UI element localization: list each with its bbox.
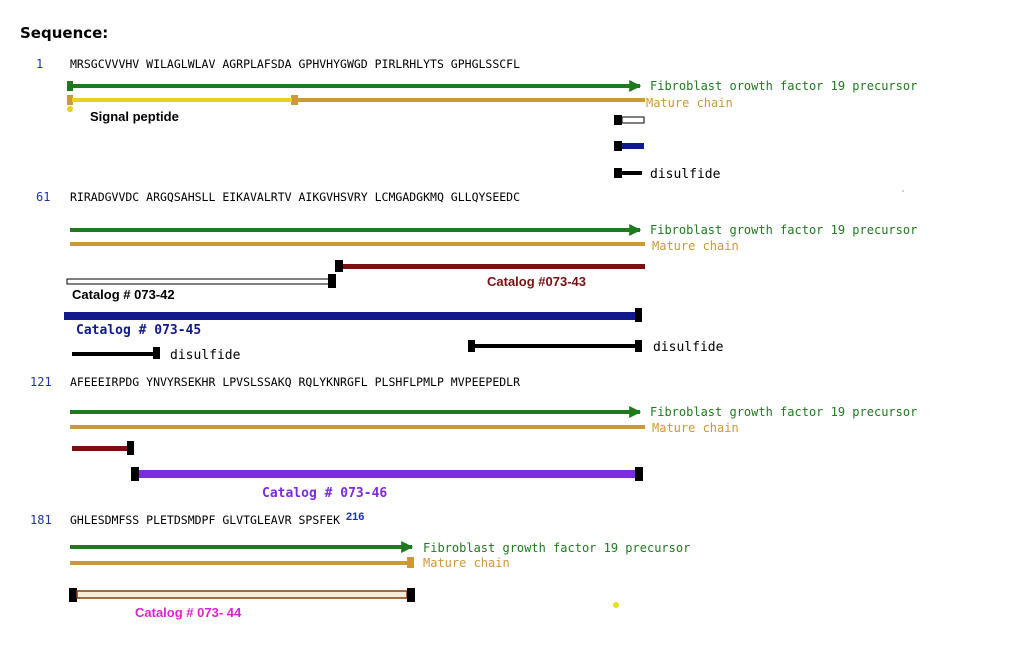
row-4-catalog-44-feature bbox=[69, 588, 415, 602]
row-1-mature-chain-label: Mature chain bbox=[646, 96, 733, 110]
row-2-mature-chain-label: Mature chain bbox=[652, 239, 739, 253]
row-2-catalog-43-feature bbox=[335, 260, 645, 272]
row-2-disulfide-1-feature bbox=[72, 347, 160, 359]
row-4-end-number: 216 bbox=[346, 511, 364, 523]
row-2-catalog-42-label: Catalog # 073-42 bbox=[72, 287, 175, 302]
row-1-disulfide-label: disulfide bbox=[650, 167, 721, 182]
row-1-catalog-42-start-tick bbox=[614, 115, 645, 125]
row-1-start-number: 1 bbox=[36, 57, 43, 71]
row-2-start-number: 61 bbox=[36, 190, 50, 204]
row-4-precursor-label: Fibroblast growth factor 19 precursor bbox=[423, 541, 690, 555]
row-1-signal-peptide-label: Signal peptide bbox=[90, 109, 179, 124]
row-1-precursor-feature bbox=[67, 80, 642, 92]
row-3-sequence: AFEEEIRPDG YNVYRSEKHR LPVSLSSAKQ RQLYKNR… bbox=[70, 375, 520, 389]
row-2-disulfide-2-label: disulfide bbox=[653, 340, 724, 355]
row-3-catalog-46-feature bbox=[131, 467, 643, 481]
row-3-catalog-43-end-feature bbox=[72, 441, 134, 455]
row-3-precursor-label: Fibroblast growth factor 19 precursor bbox=[650, 405, 917, 419]
row-3-catalog-46-label: Catalog # 073-46 bbox=[262, 486, 387, 501]
row-2-catalog-42-feature bbox=[66, 274, 336, 288]
row-2-sequence: RIRADGVVDC ARGQSAHSLL EIKAVALRTV AIKGVHS… bbox=[70, 190, 520, 204]
row-3-mature-chain-label: Mature chain bbox=[652, 421, 739, 435]
row-2-catalog-43-label: Catalog #073-43 bbox=[487, 274, 586, 289]
row-4-mature-chain-feature bbox=[70, 557, 414, 568]
row-4-catalog-44-label: Catalog # 073- 44 bbox=[135, 605, 242, 620]
row-2-catalog-45-feature bbox=[64, 308, 642, 322]
row-4-sequence: GHLESDMFSS PLETDSMDPF GLVTGLEAVR SPSFEK bbox=[70, 513, 340, 527]
decorative-speck bbox=[902, 190, 904, 192]
row-1-disulfide-start-tick bbox=[614, 168, 642, 178]
row-2-catalog-45-label: Catalog # 073-45 bbox=[76, 323, 201, 338]
row-3-start-number: 121 bbox=[30, 375, 52, 389]
row-1-catalog-45-start-tick bbox=[614, 141, 644, 151]
row-2-disulfide-2-feature bbox=[468, 340, 642, 352]
row-1-mature-chain-feature bbox=[291, 95, 645, 105]
row-1-signal-peptide-feature bbox=[67, 95, 292, 112]
row-2-mature-chain-feature bbox=[70, 242, 645, 246]
row-4-mature-chain-label: Mature chain bbox=[423, 556, 510, 570]
row-1-precursor-label: Fibroblast orowth factor 19 precursor bbox=[650, 79, 917, 93]
row-4-start-number: 181 bbox=[30, 513, 52, 527]
row-2-precursor-label: Fibroblast growth factor 19 precursor bbox=[650, 223, 917, 237]
row-1-sequence: MRSGCVVVHV WILAGLWLAV AGRPLAFSDA GPHVHYG… bbox=[70, 57, 520, 71]
row-2-disulfide-1-label: disulfide bbox=[170, 348, 241, 363]
row-3-mature-chain-feature bbox=[70, 425, 645, 429]
page-title: Sequence: bbox=[20, 24, 108, 42]
decorative-dot bbox=[613, 602, 619, 608]
